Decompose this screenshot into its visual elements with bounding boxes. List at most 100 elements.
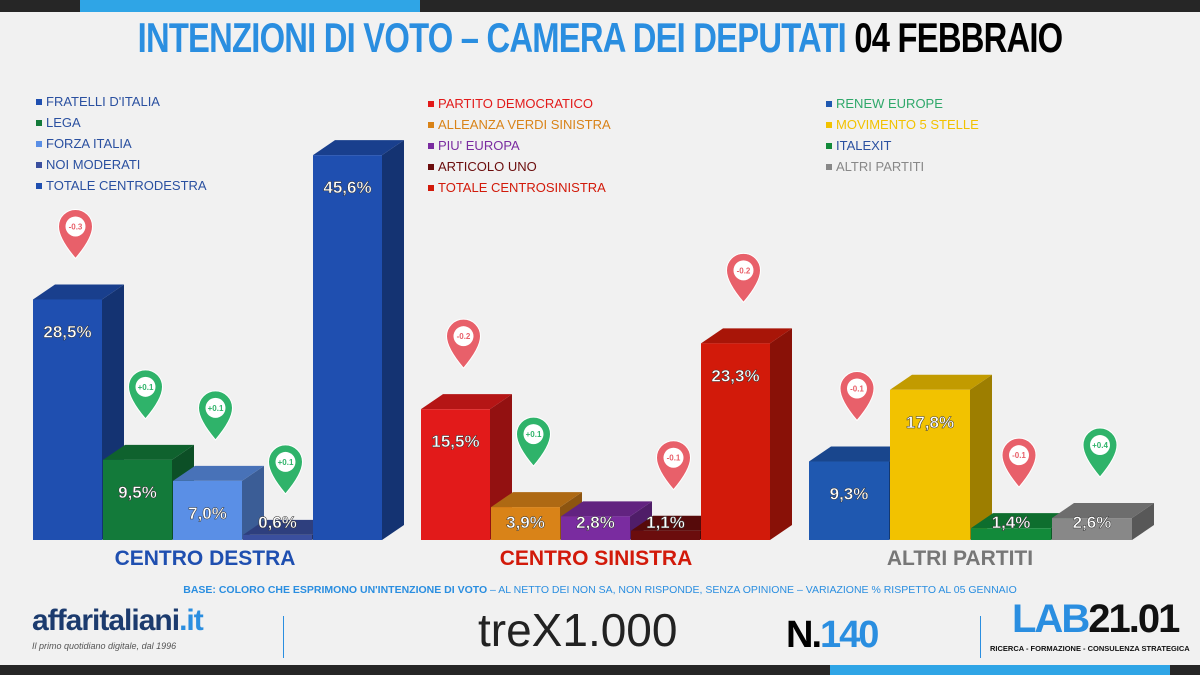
bar-top: [33, 284, 124, 300]
legend-label: RENEW EUROPE: [836, 96, 943, 111]
data-label: 0,6%: [258, 513, 297, 532]
change-label: +0.1: [138, 383, 154, 392]
bar-side: [1132, 503, 1154, 540]
legend-label: TOTALE CENTRODESTRA: [46, 178, 207, 193]
legend-swatch: [826, 121, 832, 128]
change-label: -0.2: [457, 332, 471, 341]
bar-top: [173, 465, 264, 481]
data-label: 2,8%: [576, 513, 615, 532]
legend-swatch: [36, 119, 42, 126]
data-label: 15,5%: [431, 432, 479, 451]
bar-top: [561, 501, 652, 517]
bar: [313, 155, 382, 541]
pin-center: [65, 216, 86, 237]
legend-item: PIU' EUROPA: [428, 135, 611, 156]
data-label: 9,5%: [118, 483, 157, 502]
legend-label: PIU' EUROPA: [438, 138, 520, 153]
bar-side: [382, 140, 404, 541]
bar-top: [701, 328, 792, 344]
pin-center: [847, 378, 867, 399]
bar-top: [243, 519, 334, 535]
legend-centrodestra: FRATELLI D'ITALIA LEGA FORZA ITALIA NOI MOD…: [36, 91, 207, 196]
bar-top: [103, 444, 194, 460]
data-label: 23,3%: [711, 366, 759, 385]
bar: [421, 409, 490, 540]
legend-item: TOTALE CENTRODESTRA: [36, 175, 207, 196]
bar-side: [770, 328, 792, 540]
lab2101-tagline: RICERCA - FORMAZIONE - CONSULENZA STRATE…: [990, 644, 1190, 653]
bar: [103, 459, 172, 540]
legend-label: PARTITO DEMOCRATICO: [438, 96, 594, 111]
bar: [1052, 518, 1132, 540]
data-label: 7,0%: [188, 504, 227, 523]
legend-swatch: [428, 184, 434, 191]
pin-center: [733, 260, 754, 281]
pin-center: [663, 447, 684, 468]
legend-item: RENEW EUROPE: [826, 93, 979, 114]
pin-center: [1090, 435, 1110, 456]
legend-centrosinistra: PARTITO DEMOCRATICO ALLEANZA VERDI SINIST…: [428, 93, 611, 198]
data-label: 3,9%: [506, 513, 545, 532]
data-label: 17,8%: [906, 413, 954, 432]
legend-item: ALLEANZA VERDI SINISTRA: [428, 114, 611, 135]
top-bar: [0, 0, 1200, 12]
pin-center: [135, 376, 156, 397]
group-label: CENTRO SINISTRA: [500, 547, 693, 570]
bar: [491, 507, 560, 540]
legend-label: FORZA ITALIA: [46, 136, 132, 151]
change-label: -0.1: [1012, 451, 1026, 460]
bar: [701, 343, 770, 540]
pin-center: [523, 424, 544, 445]
bar-top: [313, 140, 404, 156]
pin-center: [205, 397, 226, 418]
pin-center: [275, 451, 296, 472]
data-label: 9,3%: [830, 485, 869, 504]
legend-label: LEGA: [46, 115, 81, 130]
legend-swatch: [36, 161, 42, 168]
change-label: +0.1: [208, 404, 224, 413]
legend-swatch: [826, 163, 832, 170]
legend-swatch: [36, 182, 42, 189]
legend-item: ITALEXIT: [826, 135, 979, 156]
bar: [173, 480, 242, 540]
bottom-bar: [0, 665, 1200, 675]
data-label: 1,4%: [992, 513, 1031, 532]
change-label: -0.2: [737, 266, 751, 275]
legend-swatch: [36, 98, 42, 105]
legend-item: ALTRI PARTITI: [826, 156, 979, 177]
data-label: 2,6%: [1073, 513, 1112, 532]
issue-number: N.140: [786, 614, 879, 656]
legend-label: ALTRI PARTITI: [836, 159, 925, 174]
change-label: +0.1: [278, 458, 294, 467]
bar-top: [1052, 503, 1154, 519]
bar: [243, 534, 312, 540]
legend-label: TOTALE CENTROSINISTRA: [438, 180, 606, 195]
legend-swatch: [36, 140, 42, 147]
legend-label: NOI MODERATI: [46, 157, 141, 172]
bar-top: [631, 515, 722, 531]
legend-label: ITALEXIT: [836, 138, 892, 153]
legend-swatch: [428, 100, 434, 107]
bar-side: [970, 374, 992, 540]
bar: [890, 389, 970, 540]
change-label: -0.1: [667, 454, 681, 463]
legend-item: ARTICOLO UNO: [428, 156, 611, 177]
legend-item: PARTITO DEMOCRATICO: [428, 93, 611, 114]
lab2101-logo: LAB21.01: [1012, 597, 1180, 641]
bar: [809, 461, 889, 540]
divider: [283, 616, 284, 658]
bar-top: [971, 513, 1073, 529]
legend-swatch: [428, 121, 434, 128]
group-label: ALTRI PARTITI: [887, 547, 1033, 570]
bar-top: [890, 374, 992, 390]
bar-side: [242, 465, 264, 540]
change-label: -0.1: [850, 385, 864, 394]
base-note: BASE: COLORO CHE ESPRIMONO UN'INTENZIONE…: [183, 584, 1017, 596]
bar-top: [809, 446, 911, 462]
affaritaliani-logo: affaritaliani.it Il primo quotidiano digi…: [32, 604, 204, 651]
data-label: 1,1%: [646, 513, 685, 532]
bar-top: [421, 394, 512, 410]
group-label: CENTRO DESTRA: [115, 547, 296, 570]
bar: [33, 299, 102, 540]
legend-item: FORZA ITALIA: [36, 133, 207, 154]
